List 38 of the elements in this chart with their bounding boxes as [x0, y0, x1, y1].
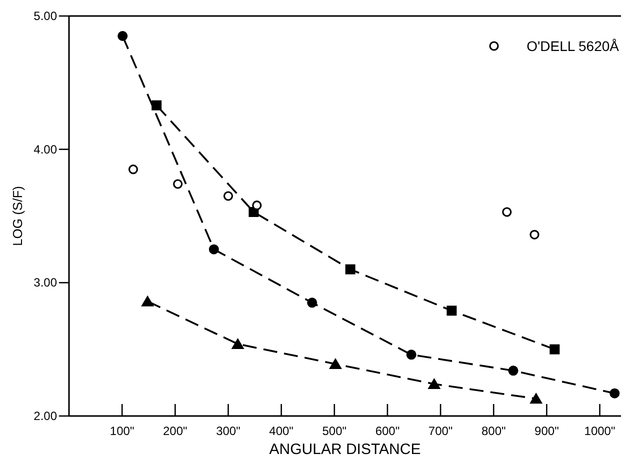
point	[502, 207, 512, 217]
x-tick-label: 600"	[375, 424, 400, 438]
point	[446, 306, 457, 316]
point	[406, 350, 416, 360]
x-tick-label: 1000"	[584, 424, 616, 438]
x-tick-label: 800"	[481, 424, 506, 438]
point	[173, 179, 183, 189]
point	[610, 388, 620, 398]
point	[530, 392, 543, 404]
y-tick-label: 5.00	[34, 9, 58, 23]
point	[428, 378, 441, 389]
x-tick-label: 900"	[534, 424, 559, 438]
point	[508, 366, 518, 376]
y-tick-label: 3.00	[34, 276, 58, 290]
x-tick-label: 500"	[322, 424, 347, 438]
y-tick-label: 4.00	[34, 142, 58, 156]
legend-label: O'DELL 5620Å	[526, 38, 620, 54]
point	[118, 31, 128, 41]
point	[231, 338, 244, 349]
point	[152, 100, 162, 110]
x-axis-title: ANGULAR DISTANCE	[269, 441, 421, 458]
point	[223, 191, 234, 201]
point	[208, 244, 219, 254]
x-tick-label: 700"	[428, 424, 453, 438]
point	[128, 164, 138, 174]
point	[141, 295, 154, 306]
x-tick-label: 100"	[110, 424, 134, 438]
y-axis-title: LOG (S/F)	[10, 186, 25, 246]
point	[328, 358, 342, 369]
y-tick-label: 2.00	[34, 409, 58, 423]
point	[345, 264, 356, 274]
point	[307, 298, 318, 308]
x-tick-label: 300"	[216, 424, 240, 438]
point	[550, 344, 560, 354]
x-tick-label: 400"	[269, 424, 294, 438]
point	[252, 200, 262, 210]
x-tick-label: 200"	[163, 424, 188, 438]
point	[530, 230, 540, 240]
